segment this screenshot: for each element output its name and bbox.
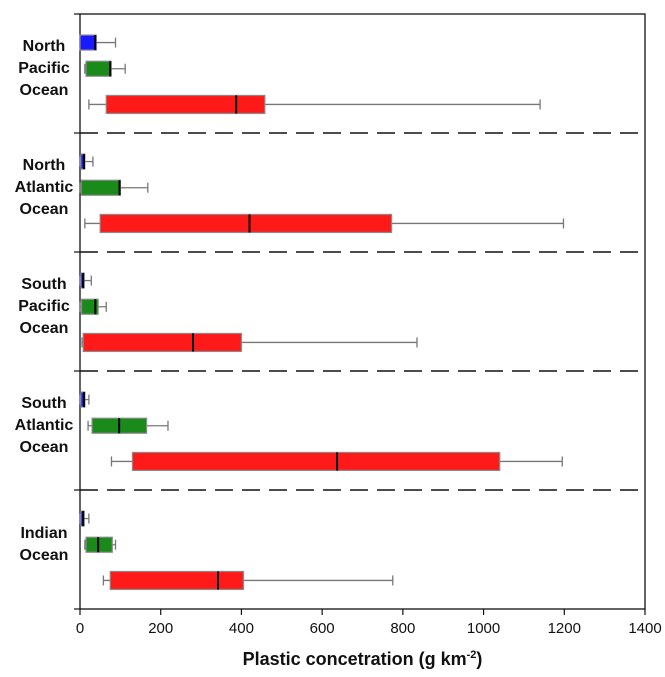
x-tick-label: 200	[148, 620, 173, 637]
box	[131, 451, 501, 472]
x-tick-label: 1200	[548, 620, 581, 637]
group-label-line: North	[22, 37, 66, 55]
group-label-line: North	[22, 156, 66, 174]
x-axis-title-main: Plastic concetration (g km	[242, 649, 467, 669]
group-label-line: Ocean	[19, 200, 69, 218]
x-tick-label: 400	[229, 620, 254, 637]
x-tick-label: 600	[310, 620, 335, 637]
x-tick-label: 800	[390, 620, 415, 637]
group-label-line: Indian	[20, 524, 68, 542]
box	[80, 179, 121, 196]
box	[105, 94, 266, 115]
x-axis-title-close: )	[476, 649, 483, 669]
x-tick-label: 0	[76, 620, 84, 637]
group-label-line: Ocean	[19, 319, 69, 337]
x-axis-title-exponent: -2	[466, 649, 477, 661]
group-label-line: Ocean	[19, 81, 69, 99]
group-label: South Pacific Ocean	[4, 274, 84, 340]
box	[81, 298, 99, 315]
group-label-line: Ocean	[19, 438, 69, 456]
group-label-line: Atlantic	[14, 416, 74, 434]
group-label-line: Atlantic	[14, 178, 74, 196]
group-label-line: South	[21, 394, 67, 412]
box	[99, 213, 393, 234]
x-tick-label: 1400	[628, 620, 661, 637]
box	[109, 570, 245, 591]
box	[85, 60, 112, 77]
group-label-line: Pacific	[18, 59, 70, 77]
group-label: South Atlantic Ocean	[4, 393, 84, 459]
group-label: North Pacific Ocean	[4, 36, 84, 102]
box	[82, 332, 243, 353]
group-label-line: Ocean	[19, 546, 69, 564]
group-label-line: South	[21, 275, 67, 293]
group-label: North Atlantic Ocean	[4, 155, 84, 221]
x-tick-label: 1000	[467, 620, 500, 637]
group-label-line: Pacific	[18, 297, 70, 315]
box	[85, 536, 113, 553]
x-axis-title: Plastic concetration (g km-2)	[80, 649, 645, 670]
group-label: Indian Ocean	[4, 523, 84, 567]
